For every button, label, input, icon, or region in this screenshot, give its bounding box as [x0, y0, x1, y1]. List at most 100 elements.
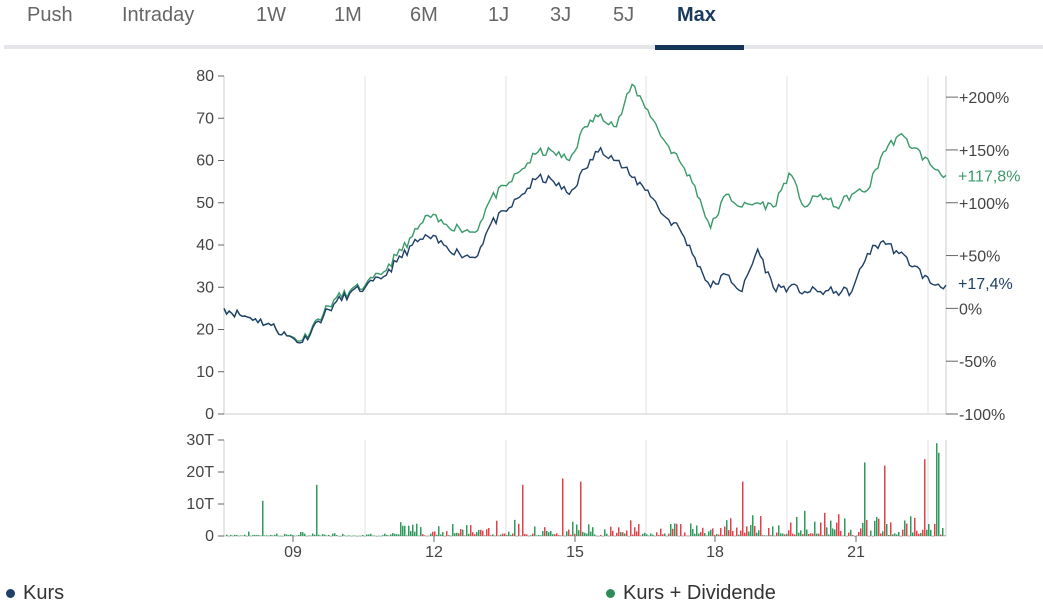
volume-bar	[658, 535, 660, 536]
volume-bar	[944, 535, 946, 536]
volume-bar	[788, 530, 790, 536]
volume-bar	[912, 532, 914, 536]
volume-bar	[704, 533, 706, 536]
volume-bar	[678, 535, 680, 537]
legend-kurs-dot	[6, 589, 15, 599]
volume-bar	[448, 535, 450, 536]
volume-bar	[514, 519, 516, 536]
tab-1j[interactable]: 1J	[488, 4, 510, 26]
volume-bar	[940, 534, 942, 536]
volume-bar	[636, 531, 638, 536]
tab-1w[interactable]: 1W	[256, 4, 286, 26]
volume-bar	[404, 525, 406, 536]
tab-max[interactable]: Max	[677, 4, 716, 26]
volume-bar	[562, 478, 564, 536]
volume-bar	[734, 535, 736, 537]
price-tick-label: 50	[196, 195, 214, 212]
volume-bar	[474, 534, 476, 536]
volume-bar	[594, 534, 596, 536]
volume-bar	[852, 535, 854, 536]
volume-bar	[334, 533, 336, 536]
tab-5j[interactable]: 5J	[613, 4, 635, 26]
volume-bar	[792, 533, 794, 536]
volume-bar	[796, 516, 798, 536]
percent-tick-label: 0%	[959, 301, 982, 318]
volume-bar	[850, 529, 852, 536]
volume-bar	[922, 529, 924, 536]
volume-bar	[560, 535, 562, 536]
volume-bar	[904, 520, 906, 536]
volume-bar	[460, 529, 462, 536]
volume-bar	[774, 535, 776, 537]
volume-bar	[582, 531, 584, 536]
volume-bar	[278, 535, 280, 537]
tab-1m[interactable]: 1M	[334, 4, 362, 26]
volume-bar	[446, 531, 448, 536]
percent-tick-label: +50%	[959, 249, 1000, 266]
volume-bar	[344, 535, 346, 536]
volume-bar	[350, 535, 352, 537]
active-tab-indicator	[655, 45, 744, 50]
volume-bar	[668, 533, 670, 536]
volume-bar	[610, 526, 612, 536]
volume-bar	[362, 535, 364, 536]
volume-bar	[790, 522, 792, 536]
volume-bar	[780, 533, 782, 536]
volume-bar	[914, 517, 916, 536]
volume-bar	[838, 514, 840, 536]
volume-bar	[428, 535, 430, 537]
volume-bar	[722, 535, 724, 536]
volume-bar	[496, 520, 498, 536]
volume-bar	[542, 531, 544, 536]
volume-bar	[534, 526, 536, 536]
volume-bar	[414, 531, 416, 536]
tab-push[interactable]: Push	[27, 4, 73, 26]
volume-bar	[630, 520, 632, 536]
volume-bar	[626, 530, 628, 536]
volume-bar	[654, 535, 656, 537]
volume-bar	[508, 531, 510, 536]
volume-bar	[364, 535, 366, 537]
tab-3j[interactable]: 3J	[550, 4, 572, 26]
volume-bar	[706, 535, 708, 536]
volume-bar	[698, 533, 700, 536]
volume-bar	[710, 529, 712, 536]
volume-bar	[452, 524, 454, 536]
volume-bar	[306, 535, 308, 537]
volume-tick-label: 10T	[186, 496, 214, 513]
volume-bar	[376, 535, 378, 537]
volume-bar	[416, 523, 418, 536]
volume-bar	[374, 535, 376, 537]
volume-bar	[330, 535, 332, 537]
volume-bar	[234, 534, 236, 536]
volume-bar	[356, 535, 358, 537]
volume-bar	[702, 527, 704, 536]
volume-bar	[742, 481, 744, 536]
volume-bar	[572, 521, 574, 536]
volume-bar	[442, 532, 444, 536]
volume-bar	[566, 531, 568, 536]
volume-bar	[684, 532, 686, 536]
volume-bar	[840, 530, 842, 536]
volume-bar	[286, 534, 288, 536]
volume-bar	[906, 523, 908, 536]
percent-tick-label: +100%	[959, 196, 1009, 213]
volume-bar	[322, 534, 324, 536]
percent-tick-label: +150%	[959, 143, 1009, 160]
volume-bar	[576, 524, 578, 536]
tab-6m[interactable]: 6M	[410, 4, 438, 26]
volume-bar	[700, 532, 702, 536]
tab-intraday[interactable]: Intraday	[122, 4, 195, 26]
volume-bar	[844, 518, 846, 536]
volume-bar	[692, 529, 694, 536]
volume-bar	[728, 530, 730, 536]
volume-bar	[638, 524, 640, 536]
volume-bar	[482, 530, 484, 536]
volume-bar	[686, 535, 688, 537]
volume-bar	[354, 535, 356, 536]
volume-bar	[486, 529, 488, 536]
volume-bar	[732, 531, 734, 536]
volume-bar	[920, 532, 922, 536]
volume-bar	[328, 534, 330, 536]
volume-bar	[804, 510, 806, 536]
